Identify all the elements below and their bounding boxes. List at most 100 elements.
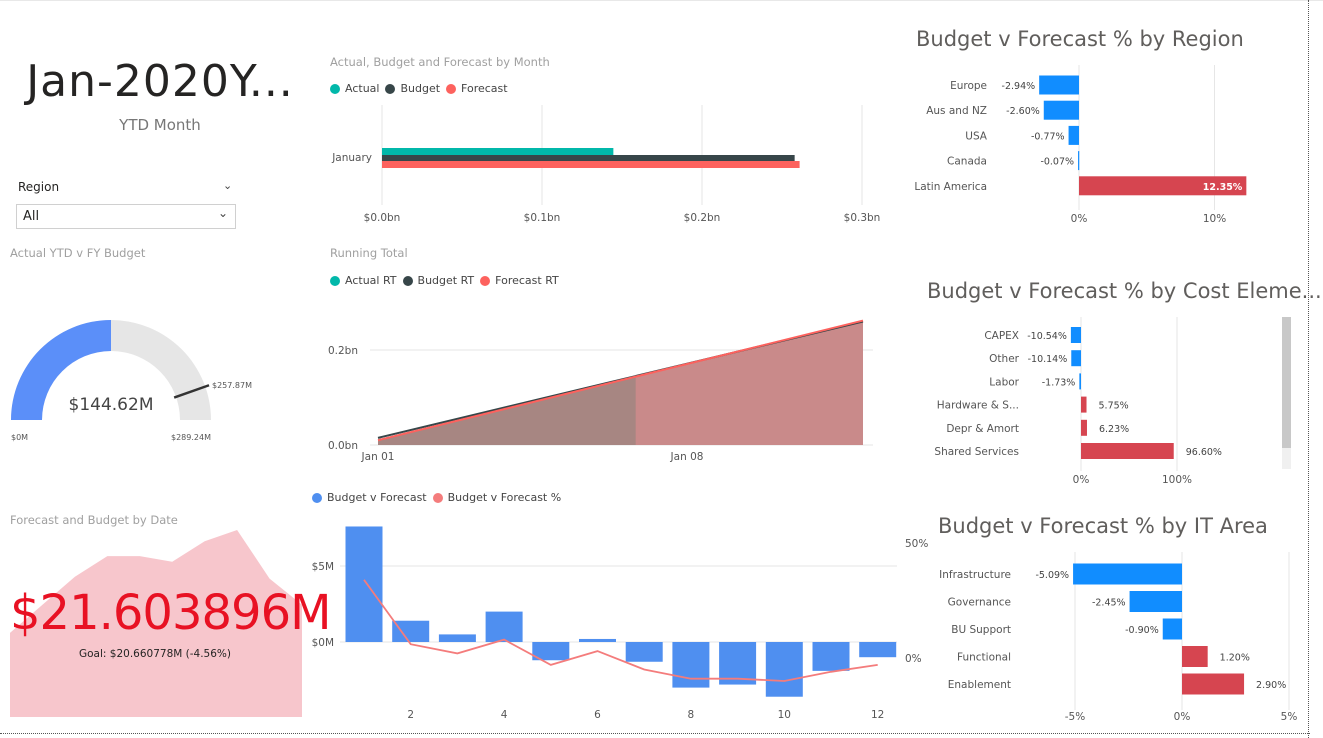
- combo-chart[interactable]: $5M $0M 50% 0% 2 4 6 8 10 12: [300, 510, 940, 725]
- combo-x-tick: 12: [871, 709, 884, 721]
- slicer-collapse-chevron-icon[interactable]: ⌄: [223, 179, 233, 192]
- cost-category-label: CAPEX: [984, 330, 1019, 342]
- itarea-data-label: -2.45%: [1092, 598, 1126, 609]
- canvas-bottom-border: [0, 733, 1310, 734]
- region-category-label: Canada: [947, 156, 987, 168]
- region-data-label: -0.07%: [1040, 157, 1074, 168]
- combo-bar-month-12[interactable]: [859, 642, 897, 658]
- legend-dot-budget: [385, 83, 396, 94]
- combo-legend: Budget v Forecast Budget v Forecast %: [312, 491, 561, 504]
- itarea-category-label: Governance: [948, 597, 1011, 609]
- combo-bar-month-7[interactable]: [625, 642, 663, 662]
- combo-x-tick: 2: [407, 709, 414, 721]
- monthly-category-label: January: [331, 152, 372, 164]
- cost-bar-depr-amort[interactable]: [1081, 419, 1087, 436]
- region-bar-aus-and-nz[interactable]: [1043, 100, 1079, 120]
- itarea-x-tick: 0%: [1174, 711, 1191, 723]
- region-x-tick: 0%: [1071, 213, 1088, 225]
- cost-bar-other[interactable]: [1071, 350, 1081, 367]
- region-slicer-dropdown[interactable]: All: [16, 204, 236, 229]
- combo-y-tick: $0M: [312, 637, 334, 649]
- itarea-bar-chart[interactable]: -5% 0% 5% Infrastructure -5.09% Governance -2.…: [905, 550, 1305, 728]
- gauge-chart[interactable]: $144.62M $0M $289.24M $257.87M: [0, 300, 300, 450]
- legend-item-actual: Actual: [345, 82, 380, 95]
- legend-dot-forecast-rt: [480, 275, 491, 286]
- running-y-tick: 0.2bn: [328, 345, 358, 357]
- card-sparkline: [10, 530, 302, 717]
- cost-bar-shared-services[interactable]: [1081, 443, 1174, 459]
- itarea-bar-governance[interactable]: [1129, 591, 1182, 612]
- bar-forecast-january[interactable]: [382, 161, 800, 168]
- card-title: Forecast and Budget by Date: [10, 513, 178, 527]
- combo-x-tick: 4: [501, 709, 508, 721]
- running-x-tick: Jan 01: [361, 451, 395, 463]
- combo-y2-tick: 0%: [905, 653, 922, 665]
- itarea-category-label: Infrastructure: [939, 569, 1011, 581]
- region-bar-chart[interactable]: 0% 10% Europe -2.94% Aus and NZ -2.60% USA -0.7…: [905, 60, 1305, 230]
- itarea-x-tick: 5%: [1281, 711, 1298, 723]
- region-bar-usa[interactable]: [1068, 125, 1079, 145]
- cost-data-label: 6.23%: [1099, 424, 1129, 435]
- combo-bar-month-1[interactable]: [345, 526, 383, 642]
- cost-chart-title: Budget v Forecast % by Cost Eleme...: [927, 279, 1322, 303]
- itarea-bar-functional[interactable]: [1182, 646, 1208, 667]
- monthly-chart-title: Actual, Budget and Forecast by Month: [330, 55, 550, 69]
- running-total-chart[interactable]: 0.2bn 0.0bn Jan 01 Jan 08: [325, 300, 885, 470]
- legend-item-bvf: Budget v Forecast: [327, 491, 427, 504]
- monthly-x-tick: $0.1bn: [524, 212, 561, 224]
- region-category-label: Europe: [950, 80, 987, 92]
- region-category-label: Latin America: [914, 181, 987, 193]
- monthly-bar-chart[interactable]: January $0.0bn $0.1bn $0.2bn $0.3bn: [325, 100, 885, 230]
- cost-category-label: Other: [989, 353, 1019, 365]
- itarea-category-label: Enablement: [948, 679, 1011, 691]
- cost-data-label: 5.75%: [1099, 401, 1129, 412]
- cost-bar-chart[interactable]: 0% 100% CAPEX -10.54% Other -10.14% Labor -1.73…: [905, 315, 1305, 490]
- region-bar-canada[interactable]: [1078, 151, 1080, 171]
- monthly-x-tick: $0.3bn: [844, 212, 881, 224]
- combo-bar-month-2[interactable]: [392, 620, 430, 642]
- region-category-label: USA: [965, 130, 988, 142]
- region-bar-europe[interactable]: [1039, 75, 1079, 95]
- cost-category-label: Labor: [989, 376, 1019, 388]
- cost-bar-hardware-s-[interactable]: [1081, 396, 1087, 413]
- running-legend: Actual RT Budget RT Forecast RT: [330, 274, 559, 287]
- legend-dot-actual: [330, 83, 340, 94]
- region-chart-title: Budget v Forecast % by Region: [916, 27, 1244, 51]
- combo-bar-month-10[interactable]: [765, 642, 803, 697]
- gauge-max-label: $289.24M: [171, 433, 211, 442]
- legend-dot-bvf: [312, 492, 322, 503]
- region-bar-latin-america[interactable]: [1079, 176, 1247, 196]
- combo-x-tick: 8: [688, 709, 695, 721]
- card-goal: Goal: $20.660778M (-4.56%): [79, 648, 231, 660]
- legend-item-forecast: Forecast: [461, 82, 508, 95]
- running-y-tick: 0.0bn: [328, 440, 358, 452]
- itarea-bar-infrastructure[interactable]: [1073, 563, 1182, 585]
- cost-category-label: Hardware & S...: [937, 400, 1019, 412]
- bar-budget-january[interactable]: [382, 155, 795, 162]
- combo-x-tick: 10: [778, 709, 791, 721]
- cost-bar-capex[interactable]: [1070, 327, 1081, 343]
- region-data-label: -0.77%: [1031, 131, 1065, 142]
- combo-bar-month-8[interactable]: [672, 642, 710, 688]
- dropdown-chevron-icon[interactable]: ⌄: [218, 206, 229, 220]
- combo-bar-month-6[interactable]: [579, 638, 616, 642]
- combo-bar-month-9[interactable]: [719, 642, 757, 685]
- gauge-target-label: $257.87M: [212, 381, 252, 390]
- forecast-rt-line: [377, 319, 864, 442]
- cost-data-label: -10.54%: [1027, 331, 1067, 342]
- combo-bar-month-3[interactable]: [438, 634, 476, 642]
- monthly-x-tick: $0.0bn: [364, 212, 401, 224]
- itarea-data-label: 1.20%: [1220, 653, 1250, 664]
- cost-scrollbar-thumb[interactable]: [1282, 317, 1291, 448]
- itarea-data-label: 2.90%: [1256, 680, 1286, 691]
- combo-bar-month-4[interactable]: [485, 611, 523, 642]
- combo-bar-month-11[interactable]: [812, 642, 850, 671]
- gauge-value-label: $144.62M: [69, 395, 154, 415]
- bar-actual-january[interactable]: [382, 148, 614, 155]
- cost-bar-labor[interactable]: [1079, 373, 1081, 390]
- itarea-bar-enablement[interactable]: [1182, 673, 1245, 695]
- itarea-bar-bu-support[interactable]: [1162, 618, 1182, 640]
- card-value: $21.603896M: [10, 585, 332, 641]
- gauge-title: Actual YTD v FY Budget: [10, 246, 146, 260]
- combo-bar-month-5[interactable]: [532, 642, 570, 661]
